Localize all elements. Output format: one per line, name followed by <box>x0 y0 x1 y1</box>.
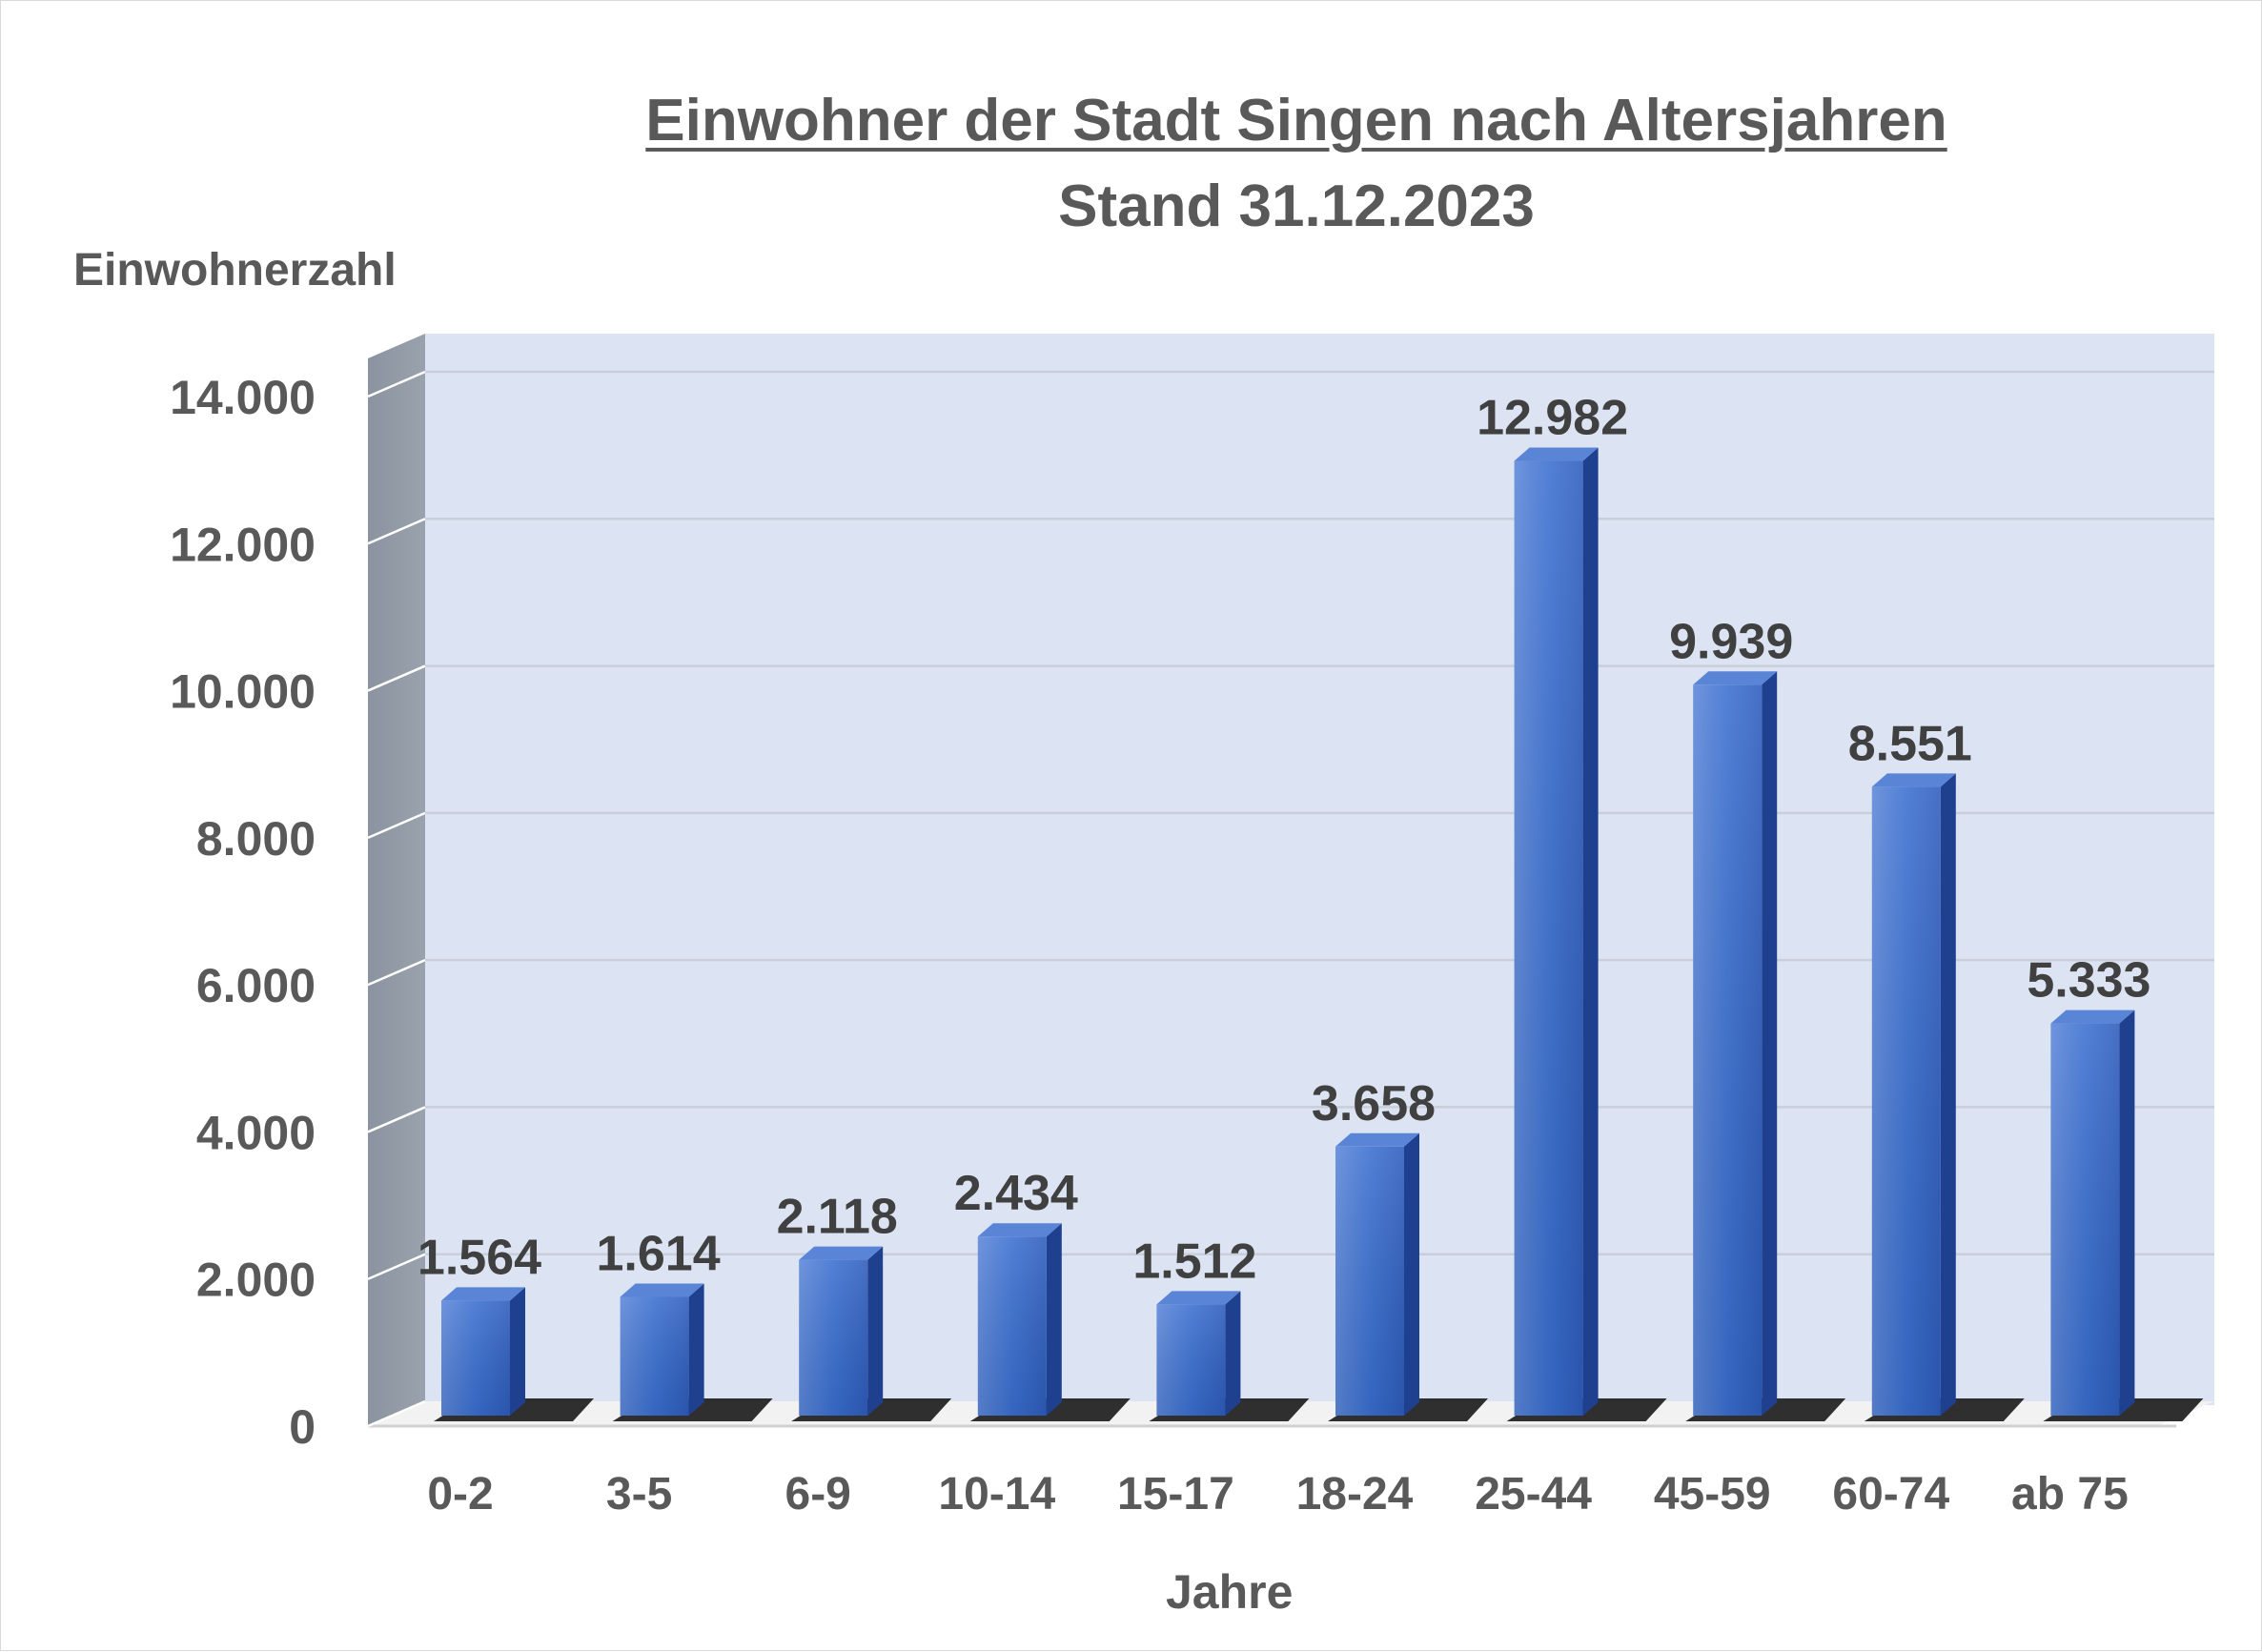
bar-side <box>1940 773 1956 1416</box>
bar-shade <box>1693 684 1763 1416</box>
bar-shade <box>1514 460 1583 1416</box>
gridline-side <box>367 811 426 840</box>
bar-shade <box>441 1300 510 1416</box>
y-tick-label: 2.000 <box>196 1254 316 1307</box>
data-label: 1.512 <box>1132 1234 1256 1289</box>
bar-top <box>620 1283 704 1297</box>
data-label: 5.333 <box>2027 953 2150 1009</box>
y-tick-label: 10.000 <box>170 665 316 719</box>
gridline-side <box>367 370 426 398</box>
gridline-side <box>367 1399 426 1428</box>
bar-top <box>1514 447 1599 461</box>
bar-top <box>1335 1132 1419 1147</box>
gridline-side <box>367 664 426 692</box>
bar-top <box>1871 773 1956 787</box>
data-label: 12.982 <box>1477 391 1628 446</box>
x-tick-label: 25-44 <box>1475 1469 1592 1519</box>
x-tick-label: 3-5 <box>606 1469 672 1519</box>
y-tick-label: 12.000 <box>170 518 316 571</box>
bar-top <box>799 1246 884 1260</box>
gridline-side <box>367 518 426 545</box>
bar-top <box>977 1223 1062 1237</box>
bar-shade <box>1335 1146 1404 1416</box>
x-tick-label: 15-17 <box>1117 1469 1234 1519</box>
data-label: 1.564 <box>418 1230 541 1285</box>
bar-top <box>1693 671 1778 685</box>
x-tick-label: 60-74 <box>1832 1469 1949 1519</box>
x-axis-label: Jahre <box>1166 1565 1294 1619</box>
data-label: 3.658 <box>1312 1076 1436 1132</box>
bar-shade <box>2050 1023 2120 1416</box>
bar-side <box>1582 447 1599 1416</box>
data-label: 2.434 <box>954 1166 1078 1221</box>
data-label: 2.118 <box>777 1190 898 1245</box>
side-wall <box>368 334 425 1426</box>
bar-shade <box>1156 1304 1226 1416</box>
gridline-side <box>367 1253 426 1280</box>
bar-side <box>1046 1223 1062 1416</box>
bar-shade <box>799 1259 868 1416</box>
y-tick-label: 0 <box>289 1400 316 1454</box>
chart-subtitle: Stand 31.12.2023 <box>1058 173 1535 239</box>
x-tick-label: 45-59 <box>1654 1469 1771 1519</box>
gridline-side <box>367 1106 426 1133</box>
y-tick-label: 6.000 <box>196 959 316 1012</box>
bar-side <box>1225 1291 1241 1416</box>
bar-side <box>1404 1132 1419 1416</box>
x-tick-label: 6-9 <box>785 1469 851 1519</box>
data-label: 8.551 <box>1848 716 1972 771</box>
y-axis-label: Einwohnerzahl <box>73 245 397 296</box>
bar-side <box>1762 671 1778 1416</box>
bar-shade <box>977 1236 1047 1416</box>
bars <box>434 447 2204 1421</box>
x-tick-label: 18-24 <box>1296 1469 1414 1519</box>
bar-top <box>2050 1010 2135 1024</box>
data-label: 9.939 <box>1669 614 1793 669</box>
bar-side <box>2119 1010 2135 1416</box>
y-tick-label: 8.000 <box>196 812 316 866</box>
labels: 0 2.000 4.000 6.000 8.000 10.000 12.000 14.000 1… <box>170 371 2150 1519</box>
bar-top <box>441 1287 525 1301</box>
x-tick-label: ab 75 <box>2011 1469 2129 1519</box>
data-label: 1.614 <box>597 1226 721 1281</box>
bar-shade <box>1871 786 1941 1416</box>
y-tick-label: 14.000 <box>170 371 316 424</box>
x-tick-label: 10-14 <box>938 1469 1055 1519</box>
gridline-side <box>367 958 426 987</box>
bar-side <box>510 1287 525 1416</box>
bar-shade <box>620 1296 689 1416</box>
chart-title: Einwohner der Stadt Singen nach Altersja… <box>645 88 1947 153</box>
bar-top <box>1156 1291 1241 1305</box>
x-tick-label: 0-2 <box>427 1469 493 1519</box>
y-tick-label: 4.000 <box>196 1106 316 1159</box>
bar-side <box>688 1283 704 1416</box>
bar-side <box>867 1246 884 1416</box>
